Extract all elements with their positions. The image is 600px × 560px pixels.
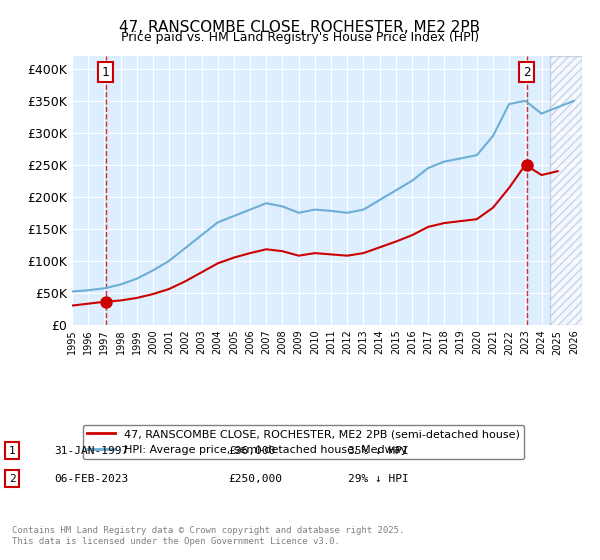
Text: £250,000: £250,000 <box>228 474 282 484</box>
Text: Contains HM Land Registry data © Crown copyright and database right 2025.
This d: Contains HM Land Registry data © Crown c… <box>12 526 404 546</box>
Text: 2: 2 <box>523 66 531 78</box>
Text: 1: 1 <box>8 446 16 456</box>
Text: £36,000: £36,000 <box>228 446 275 456</box>
Text: 29% ↓ HPI: 29% ↓ HPI <box>348 474 409 484</box>
Text: 35% ↓ HPI: 35% ↓ HPI <box>348 446 409 456</box>
Text: 31-JAN-1997: 31-JAN-1997 <box>54 446 128 456</box>
Legend: 47, RANSCOMBE CLOSE, ROCHESTER, ME2 2PB (semi-detached house), HPI: Average pric: 47, RANSCOMBE CLOSE, ROCHESTER, ME2 2PB … <box>83 424 524 459</box>
Text: Price paid vs. HM Land Registry's House Price Index (HPI): Price paid vs. HM Land Registry's House … <box>121 31 479 44</box>
Bar <box>550 56 582 325</box>
Bar <box>550 56 582 325</box>
Text: 47, RANSCOMBE CLOSE, ROCHESTER, ME2 2PB: 47, RANSCOMBE CLOSE, ROCHESTER, ME2 2PB <box>119 20 481 35</box>
Text: 2: 2 <box>8 474 16 484</box>
Text: 06-FEB-2023: 06-FEB-2023 <box>54 474 128 484</box>
Text: 1: 1 <box>102 66 109 78</box>
